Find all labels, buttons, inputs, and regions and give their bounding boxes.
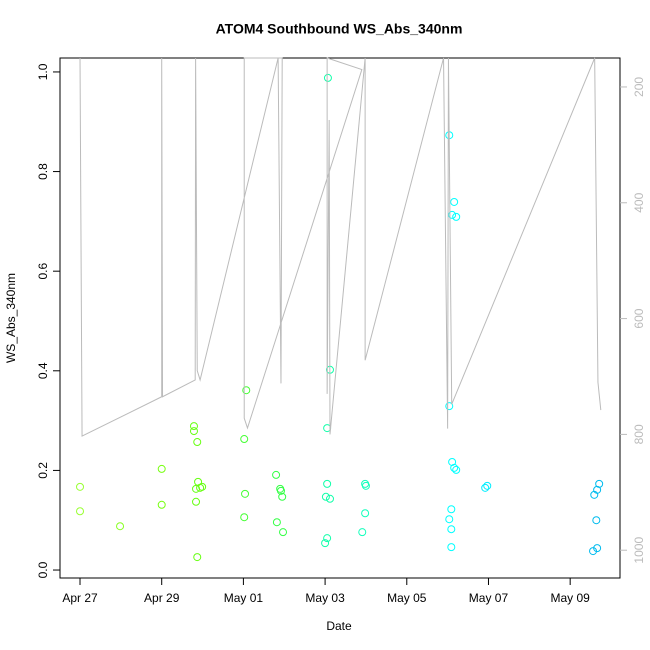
- data-point: [279, 528, 288, 537]
- y2-tick-label: 200: [632, 77, 646, 97]
- data-point: [445, 515, 454, 524]
- data-point: [323, 479, 332, 488]
- data-point: [276, 486, 285, 495]
- data-point: [189, 422, 198, 431]
- x-tick-label: May 05: [387, 591, 427, 605]
- x-tick-label: May 07: [469, 591, 509, 605]
- data-point: [272, 470, 281, 479]
- data-point: [321, 492, 330, 501]
- chart-title: ATOM4 Southbound WS_Abs_340nm: [216, 21, 463, 37]
- data-point: [189, 427, 198, 436]
- y-tick-label: 0.6: [36, 263, 50, 280]
- y2-tick-label: 1000: [632, 537, 646, 564]
- y-tick-label: 0.2: [36, 462, 50, 479]
- x-tick-label: Apr 27: [62, 591, 98, 605]
- data-point: [157, 464, 166, 473]
- data-point: [590, 490, 599, 499]
- data-point: [483, 481, 492, 490]
- data-point: [592, 516, 601, 525]
- data-point: [272, 518, 281, 527]
- data-point: [325, 494, 334, 503]
- data-point: [76, 482, 85, 491]
- data-point: [198, 482, 207, 491]
- y2-tick-label: 800: [632, 424, 646, 444]
- data-point: [193, 553, 202, 562]
- data-point: [157, 500, 166, 509]
- data-point: [481, 483, 490, 492]
- data-point: [447, 505, 456, 514]
- x-axis-label: Date: [326, 619, 352, 633]
- plot-frame: [59, 57, 621, 579]
- data-point: [445, 402, 454, 411]
- data-point: [193, 438, 202, 447]
- x-tick-label: May 03: [305, 591, 345, 605]
- data-point: [242, 386, 251, 395]
- x-tick-label: Apr 29: [144, 591, 180, 605]
- data-point: [361, 481, 370, 490]
- data-point: [278, 492, 287, 501]
- x-tick-label: May 09: [550, 591, 590, 605]
- data-point: [447, 525, 456, 534]
- y2-tick-label: 400: [632, 192, 646, 212]
- data-point: [450, 463, 459, 472]
- data-point: [589, 547, 598, 556]
- data-point: [452, 465, 461, 474]
- data-point: [447, 543, 456, 552]
- y-tick-label: 0.4: [36, 362, 50, 379]
- data-point: [241, 489, 250, 498]
- y-tick-label: 0.0: [36, 561, 50, 578]
- data-point: [452, 212, 461, 221]
- data-point: [450, 197, 459, 206]
- data-point: [323, 73, 332, 82]
- pressure-line: [79, 57, 602, 437]
- data-point: [76, 507, 85, 516]
- y-tick-label: 1.0: [36, 63, 50, 80]
- y2-tick-label: 600: [632, 308, 646, 328]
- data-point: [240, 513, 249, 522]
- y-tick-label: 0.8: [36, 163, 50, 180]
- data-point: [321, 539, 330, 548]
- data-point: [358, 528, 367, 537]
- data-point: [240, 435, 249, 444]
- data-point: [448, 210, 457, 219]
- data-point: [361, 509, 370, 518]
- data-point: [323, 534, 332, 543]
- data-point: [116, 522, 125, 531]
- y-axis-label: WS_Abs_340nm: [4, 273, 18, 363]
- x-tick-label: May 01: [224, 591, 264, 605]
- data-point: [192, 497, 201, 506]
